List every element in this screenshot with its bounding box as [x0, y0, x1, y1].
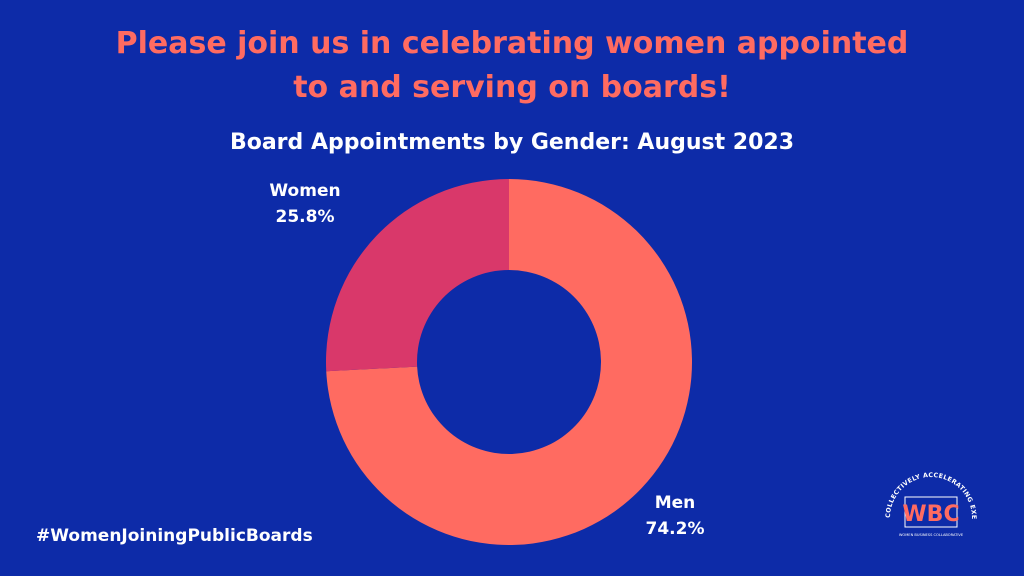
wbc-logo: COLLECTIVELY ACCELERATING EXECUTIVE WOME… [876, 456, 977, 537]
hashtag: #WomenJoiningPublicBoards [36, 526, 313, 546]
logo-monogram: WBC [902, 502, 959, 527]
men-slice-label: Men 74.2% [640, 490, 710, 542]
headline-line-1: Please join us in celebrating women appo… [115, 26, 909, 61]
women-label-value: 25.8% [275, 207, 335, 227]
headline-line-2: to and serving on boards! [293, 70, 731, 105]
logo-frame [904, 496, 958, 528]
slice-men [326, 179, 692, 545]
men-label-value: 74.2% [645, 519, 705, 539]
slice-women [326, 179, 509, 372]
headline: Please join us in celebrating women appo… [0, 22, 1024, 110]
men-label-name: Men [654, 493, 696, 513]
chart-title: Board Appointments by Gender: August 202… [229, 130, 795, 155]
women-slice-label: Women 25.8% [262, 178, 348, 230]
women-label-name: Women [269, 181, 341, 201]
logo-subtitle: WOMEN BUSINESS COLLABORATIVE [899, 533, 964, 537]
